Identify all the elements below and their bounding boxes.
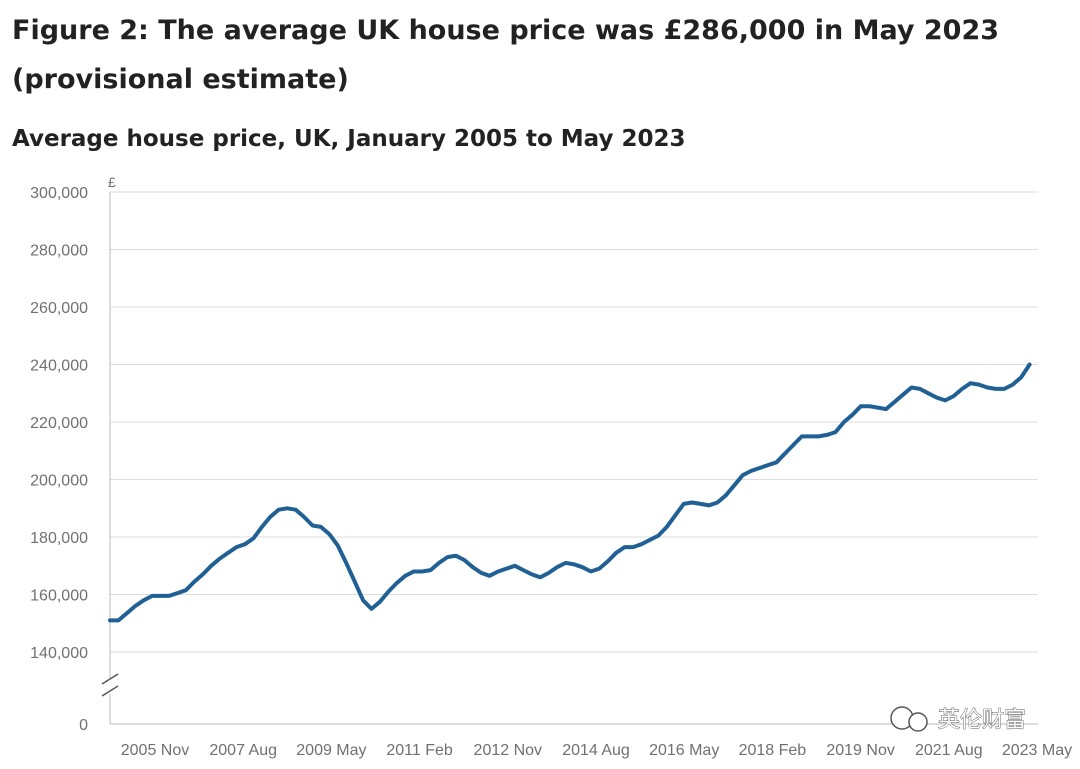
chart-title: Average house price, UK, January 2005 to…: [12, 126, 686, 152]
x-tick-label: 2021 Aug: [915, 742, 983, 759]
y-tick-label: 140,000: [30, 645, 88, 662]
x-tick-label: 2019 Nov: [826, 742, 895, 759]
y-axis: 300,000 280,000 260,000 240,000 220,000 200,0…: [30, 185, 119, 734]
y-tick-label: 180,000: [30, 530, 88, 547]
axis-break-mark: [101, 685, 119, 697]
x-tick-label: 2005 Nov: [121, 742, 190, 759]
series-line: [108, 362, 1032, 623]
y-tick-label: 240,000: [30, 358, 88, 375]
y-tick-label: 220,000: [30, 415, 88, 432]
x-tick-label: 2007 Aug: [209, 742, 277, 759]
x-tick-label: 2016 May: [649, 742, 719, 759]
x-tick-label: 2012 Nov: [474, 742, 543, 759]
y-tick-label: 280,000: [30, 243, 88, 260]
y-tick-label: 300,000: [30, 185, 88, 202]
x-axis: 2005 Nov 2007 Aug 2009 May 2011 Feb 2012 Nov…: [110, 723, 1072, 759]
y-tick-label: 200,000: [30, 473, 88, 490]
x-tick-label: 2011 Feb: [386, 742, 453, 759]
y-tick-label: 160,000: [30, 588, 88, 605]
watermark-logo: [890, 706, 928, 732]
watermark-text: 英伦财富: [938, 708, 1026, 733]
y-tick-label: 260,000: [30, 300, 88, 317]
x-tick-label: 2018 Feb: [739, 742, 807, 759]
x-tick-label: 2014 Aug: [562, 742, 630, 759]
y-tick-label-zero: 0: [79, 717, 88, 734]
figure-title: Figure 2: The average UK house price was…: [12, 15, 1000, 95]
x-tick-label: 2023 May: [1002, 742, 1072, 759]
grid-lines: [110, 191, 1038, 653]
axis-break-mark: [101, 673, 119, 685]
x-tick-label: 2009 May: [296, 742, 366, 759]
y-axis-unit: £: [108, 174, 116, 190]
